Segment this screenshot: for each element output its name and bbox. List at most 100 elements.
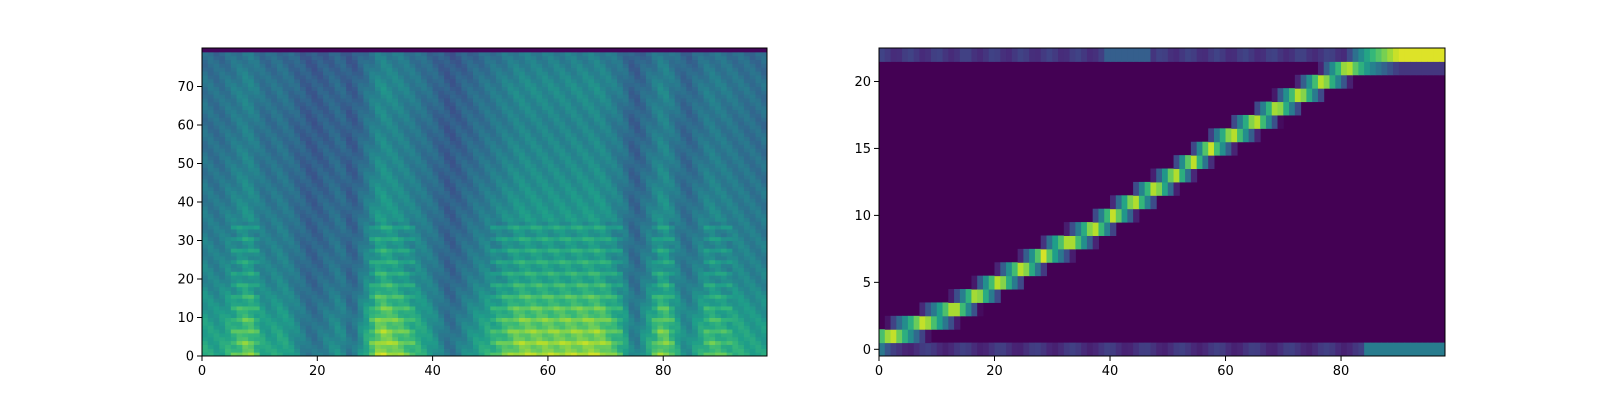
spectrogram-cell	[392, 94, 399, 99]
spectrogram-cell	[542, 252, 549, 257]
spectrogram-cell	[351, 71, 359, 76]
spectrogram-cell	[524, 352, 532, 356]
spectrogram-cell	[369, 236, 376, 241]
spectrogram-cell	[547, 302, 555, 307]
spectrogram-cell	[357, 63, 364, 68]
spectrogram-cell	[369, 171, 376, 176]
spectrogram-cell	[403, 309, 411, 315]
spectrogram-cell	[317, 205, 324, 211]
spectrogram-cell	[496, 329, 503, 334]
spectrogram-cell	[536, 63, 543, 68]
spectrogram-cell	[248, 282, 255, 288]
spectrogram-cell	[432, 182, 439, 188]
spectrogram-cell	[553, 175, 560, 180]
spectrogram-cell	[438, 271, 445, 276]
spectrogram-cell	[449, 125, 457, 130]
spectrogram-cell	[461, 267, 468, 272]
spectrogram-cell	[449, 205, 457, 211]
spectrogram-cell	[311, 167, 318, 172]
spectrogram-cell	[374, 332, 382, 338]
spectrogram-cell	[202, 63, 209, 68]
spectrogram-cell	[213, 332, 220, 338]
spectrogram-cell	[265, 340, 272, 345]
spectrogram-cell	[484, 121, 491, 126]
spectrogram-cell	[547, 78, 555, 84]
spectrogram-cell	[340, 132, 347, 138]
spectrogram-cell	[202, 117, 209, 122]
spectrogram-cell	[426, 140, 434, 145]
spectrogram-cell	[294, 255, 301, 261]
spectrogram-cell	[398, 228, 405, 234]
spectrogram-cell	[519, 213, 526, 218]
spectrogram-cell	[455, 67, 462, 72]
spectrogram-cell	[478, 71, 485, 76]
spectrogram-cell	[334, 94, 341, 99]
spectrogram-cell	[455, 248, 462, 253]
spectrogram-cell	[300, 151, 307, 157]
spectrogram-cell	[490, 255, 497, 261]
spectrogram-cell	[357, 178, 364, 184]
spectrogram-cell	[346, 259, 353, 265]
spectrogram-cell	[340, 286, 347, 292]
spectrogram-cell	[547, 271, 555, 276]
spectrogram-cell	[461, 171, 468, 176]
spectrogram-cell	[363, 313, 370, 318]
spectrogram-cell	[421, 182, 428, 188]
spectrogram-cell	[409, 259, 416, 265]
spectrogram-cell	[242, 86, 249, 91]
spectrogram-cell	[490, 329, 497, 334]
spectrogram-cell	[449, 286, 457, 292]
spectrogram-cell	[202, 82, 209, 87]
spectrogram-cell	[513, 313, 520, 318]
spectrogram-cell	[374, 194, 382, 199]
spectrogram-cell	[334, 186, 341, 191]
spectrogram-cell	[271, 159, 278, 164]
spectrogram-cell	[282, 171, 289, 176]
spectrogram-cell	[213, 48, 220, 53]
spectrogram-cell	[311, 78, 318, 84]
spectrogram-cell	[496, 221, 503, 226]
spectrogram-cell	[219, 155, 226, 161]
spectrogram-cell	[524, 167, 532, 172]
spectrogram-cell	[369, 86, 376, 91]
spectrogram-cell	[444, 298, 451, 303]
spectrogram-cell	[265, 313, 272, 318]
spectrogram-cell	[426, 202, 434, 207]
spectrogram-cell	[415, 267, 422, 272]
spectrogram-cell	[403, 182, 411, 188]
spectrogram-cell	[374, 305, 382, 311]
spectrogram-cell	[472, 336, 480, 342]
spectrogram-cell	[248, 255, 255, 261]
spectrogram-cell	[484, 132, 491, 138]
spectrogram-cell	[501, 259, 509, 265]
spectrogram-cell	[282, 140, 289, 145]
spectrogram-cell	[530, 128, 537, 134]
spectrogram-cell	[230, 151, 238, 157]
spectrogram-cell	[334, 271, 341, 276]
spectrogram-cell	[288, 228, 295, 234]
spectrogram-cell	[415, 240, 422, 245]
spectrogram-cell	[409, 340, 416, 345]
spectrogram-cell	[386, 302, 393, 307]
spectrogram-cell	[288, 186, 295, 191]
spectrogram-cell	[288, 178, 295, 184]
spectrogram-cell	[403, 263, 411, 268]
spectrogram-cell	[478, 271, 485, 276]
spectrogram-cell	[426, 294, 434, 299]
spectrogram-cell	[282, 282, 289, 288]
spectrogram-cell	[369, 332, 376, 338]
spectrogram-cell	[386, 151, 393, 157]
spectrogram-cell	[225, 236, 232, 241]
spectrogram-cell	[294, 244, 301, 249]
spectrogram-cell	[271, 63, 278, 68]
spectrogram-cell	[409, 167, 416, 172]
spectrogram-cell	[282, 209, 289, 215]
spectrogram-cell	[455, 51, 462, 57]
spectrogram-cell	[530, 109, 537, 114]
spectrogram-cell	[496, 298, 503, 303]
spectrogram-cell	[467, 117, 474, 122]
spectrogram-cell	[467, 313, 474, 318]
spectrogram-cell	[213, 344, 220, 349]
spectrogram-cell	[271, 259, 278, 265]
spectrogram-cell	[259, 159, 266, 164]
